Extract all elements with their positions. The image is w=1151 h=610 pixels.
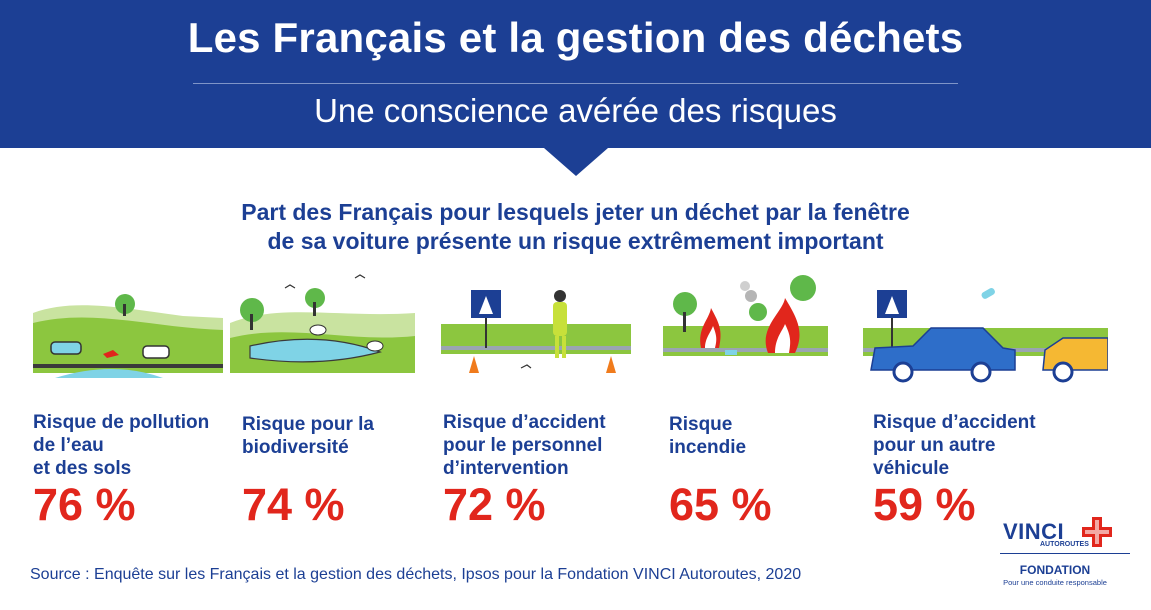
road-worker-illustration: [441, 290, 631, 376]
risk-label-line: véhicule: [873, 458, 950, 479]
source-note: Source : Enquête sur les Français et la …: [30, 566, 802, 583]
risk-label-line: Risque d’accident: [873, 412, 1036, 433]
risk-label-line: pour un autre: [873, 435, 996, 456]
fire-illustration: [663, 275, 828, 376]
question-line-2: de sa voiture présente un risque extrême…: [267, 228, 884, 254]
banner-shape: [0, 0, 1151, 176]
question-line-1: Part des Français pour lesquels jeter un…: [241, 199, 910, 225]
logo-divider: [1000, 553, 1130, 554]
risk-label-line: Risque de pollution: [33, 412, 210, 433]
risk-label-line: Risque pour la: [242, 414, 374, 435]
vehicle-illustration: [863, 288, 1108, 383]
logo-foundation: FONDATION: [1019, 563, 1091, 577]
risk-percentage: 72 %: [443, 479, 546, 530]
logo-sub: AUTOROUTES: [1040, 541, 1089, 548]
header-divider: [193, 83, 958, 84]
risk-label-line: incendie: [669, 437, 747, 458]
risk-percentage: 65 %: [669, 479, 772, 530]
risk-percentage: 59 %: [873, 479, 976, 530]
risk-label-line: de l’eau: [33, 435, 104, 456]
risk-label-line: pour le personnel: [443, 435, 603, 456]
risk-label: Risque pour la biodiversité: [242, 413, 374, 459]
risk-percentage: 76 %: [33, 479, 136, 530]
risk-label-line: biodiversité: [242, 437, 349, 458]
header-banner: Les Français et la gestion des déchets U…: [0, 0, 1151, 178]
water-pollution-illustration: [33, 268, 223, 393]
risk-label: Risque d’accident pour le personnel d’in…: [443, 411, 606, 480]
red-cross-icon: [1082, 517, 1112, 547]
risk-label: Risque d’accident pour un autre véhicule: [873, 411, 1036, 480]
risk-label: Risque incendie: [669, 413, 746, 459]
risk-percentage: 74 %: [242, 479, 345, 530]
risk-label-line: et des sols: [33, 458, 132, 479]
page-subtitle: Une conscience avérée des risques: [314, 92, 837, 129]
risk-label: Risque de pollution de l’eau et des sols: [33, 411, 209, 480]
page-title: Les Français et la gestion des déchets: [187, 14, 964, 61]
biodiversity-illustration: [230, 274, 415, 373]
risk-label-line: Risque d’accident: [443, 412, 606, 433]
chart-question: Part des Français pour lesquels jeter un…: [0, 198, 1151, 256]
risk-label-line: Risque: [669, 414, 733, 435]
logo-tagline: Pour une conduite responsable: [1003, 578, 1107, 587]
risk-label-line: d’intervention: [443, 458, 569, 479]
logo-brand: VINCI: [1003, 519, 1065, 544]
vinci-foundation-logo: VINCI AUTOROUTES FONDATION Pour une cond…: [1000, 515, 1130, 595]
